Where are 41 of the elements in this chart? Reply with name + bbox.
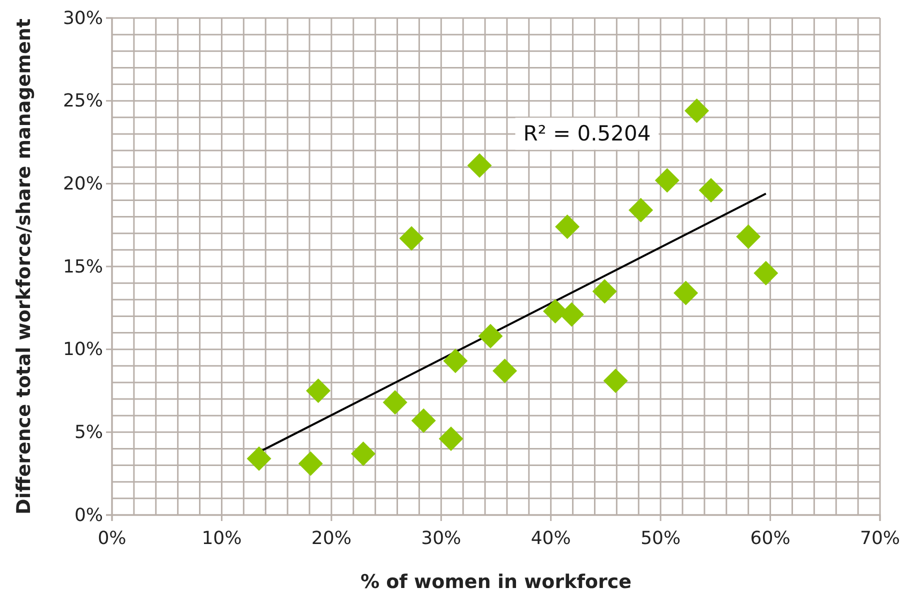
point xyxy=(736,224,761,249)
x-tick-label: 10% xyxy=(202,528,242,549)
x-tick-label: 20% xyxy=(311,528,352,549)
point xyxy=(382,390,408,415)
point xyxy=(306,378,331,403)
x-tick-label: 50% xyxy=(640,528,681,549)
y-tick-label: 0% xyxy=(74,504,103,526)
point xyxy=(246,446,272,471)
point xyxy=(592,279,617,304)
point xyxy=(555,214,580,239)
y-axis-title: Difference total workforce/share management xyxy=(13,18,35,514)
point xyxy=(399,226,424,251)
y-tick-label: 20% xyxy=(62,173,103,194)
x-tick-label: 70% xyxy=(860,528,900,549)
x-axis-title: % of women in workforce xyxy=(360,571,632,593)
point xyxy=(674,280,698,306)
point xyxy=(351,441,376,466)
point xyxy=(411,408,436,433)
point xyxy=(654,168,680,193)
point xyxy=(467,153,492,178)
point xyxy=(478,324,503,348)
point xyxy=(628,198,654,222)
y-tick-label: 25% xyxy=(62,90,103,112)
y-tick-label: 5% xyxy=(74,422,103,443)
y-tick-label: 10% xyxy=(62,339,103,360)
point xyxy=(603,368,628,394)
point xyxy=(443,348,468,374)
point xyxy=(298,451,323,476)
point xyxy=(438,426,464,452)
y-tick-label: 30% xyxy=(62,8,103,29)
point xyxy=(754,260,778,286)
point xyxy=(543,298,568,324)
point xyxy=(698,178,724,203)
point xyxy=(684,98,710,124)
x-tick-label: 60% xyxy=(750,528,790,549)
x-tick-label: 30% xyxy=(421,528,462,549)
y-tick-label: 15% xyxy=(62,256,103,278)
x-tick-label: 40% xyxy=(530,528,571,549)
point xyxy=(492,358,518,384)
x-tick-label: 0% xyxy=(98,528,126,549)
annotation: R² = 0.5204 xyxy=(523,122,651,146)
